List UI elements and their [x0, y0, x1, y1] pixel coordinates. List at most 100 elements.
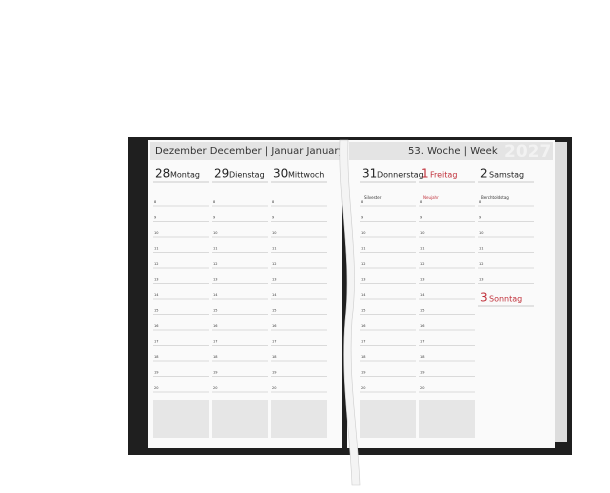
hour-label: 18	[420, 355, 424, 359]
hour-label: 12	[361, 262, 365, 266]
hour-label: 20	[361, 386, 365, 390]
day-name: Samstag	[489, 171, 524, 180]
hour-label: 16	[272, 324, 276, 328]
header-year: 2027	[504, 142, 551, 162]
hour-label: 10	[479, 231, 483, 235]
hour-label: 10	[361, 231, 365, 235]
header-band-right	[349, 142, 553, 160]
hour-label: 15	[272, 309, 276, 313]
hour-label: 18	[272, 355, 276, 359]
hour-label: 17	[361, 340, 365, 344]
page-edges	[555, 142, 567, 442]
header-months: Dezember December | Januar January	[155, 146, 345, 157]
hour-label: 12	[420, 262, 424, 266]
holiday-note: Berchtoldstag	[481, 195, 509, 200]
hour-label: 16	[154, 324, 158, 328]
hour-label: 17	[213, 340, 217, 344]
hour-label: 13	[420, 278, 424, 282]
hour-label: 17	[154, 340, 158, 344]
hour-label: 14	[420, 293, 425, 297]
hour-label: 20	[420, 386, 424, 390]
hour-label: 10	[272, 231, 276, 235]
day-number: 3	[480, 291, 488, 305]
hour-label: 19	[420, 371, 424, 375]
hour-label: 13	[479, 278, 483, 282]
hour-label: 11	[361, 247, 365, 251]
hour-label: 14	[272, 293, 277, 297]
hour-label: 9	[272, 216, 274, 220]
hour-label: 15	[154, 309, 158, 313]
hour-label: 11	[154, 247, 158, 251]
hour-label: 13	[213, 278, 217, 282]
hour-label: 9	[213, 216, 215, 220]
day-number: 2	[480, 167, 488, 181]
notes-box	[360, 400, 416, 438]
notes-box	[153, 400, 209, 438]
hour-label: 16	[213, 324, 217, 328]
hour-label: 20	[272, 386, 276, 390]
day-number: 28	[155, 167, 170, 181]
hour-label: 13	[154, 278, 158, 282]
day-name: Freitag	[430, 171, 457, 180]
hour-label: 16	[420, 324, 424, 328]
hour-label: 12	[154, 262, 158, 266]
hour-label: 20	[213, 386, 217, 390]
hour-label: 18	[213, 355, 217, 359]
hour-label: 20	[154, 386, 158, 390]
day-number: 30	[273, 167, 288, 181]
hour-label: 15	[213, 309, 217, 313]
hour-label: 12	[272, 262, 276, 266]
day-name: Montag	[170, 171, 200, 180]
hour-label: 16	[361, 324, 365, 328]
left-page	[148, 140, 342, 448]
hour-label: 8	[213, 200, 215, 204]
hour-label: 9	[361, 216, 363, 220]
day-number: 31	[362, 167, 377, 181]
hour-label: 12	[479, 262, 483, 266]
hour-label: 14	[154, 293, 159, 297]
hour-label: 19	[272, 371, 276, 375]
hour-label: 8	[420, 200, 422, 204]
bookmark-ribbon	[339, 139, 361, 486]
hour-label: 8	[272, 200, 274, 204]
day-name: Mittwoch	[288, 171, 324, 180]
hour-label: 9	[154, 216, 156, 220]
hour-label: 15	[361, 309, 365, 313]
hour-label: 19	[361, 371, 365, 375]
header-week: 53. Woche | Week	[408, 146, 498, 157]
hour-label: 10	[420, 231, 424, 235]
hour-label: 8	[479, 200, 481, 204]
hour-label: 19	[154, 371, 158, 375]
notes-box	[419, 400, 475, 438]
hour-label: 18	[154, 355, 158, 359]
hour-label: 8	[361, 200, 363, 204]
hour-label: 17	[272, 340, 276, 344]
hour-label: 8	[154, 200, 156, 204]
day-number: 29	[214, 167, 229, 181]
hour-label: 17	[420, 340, 424, 344]
hour-label: 12	[213, 262, 217, 266]
notes-box	[212, 400, 268, 438]
day-name: Sonntag	[489, 295, 522, 304]
hour-label: 11	[213, 247, 217, 251]
holiday-note: Neujahr	[423, 195, 439, 200]
hour-label: 11	[420, 247, 424, 251]
hour-label: 15	[420, 309, 424, 313]
day-name: Donnerstag	[377, 171, 424, 180]
hour-label: 18	[361, 355, 365, 359]
hour-label: 10	[213, 231, 217, 235]
day-number: 1	[421, 167, 429, 181]
hour-label: 11	[479, 247, 483, 251]
notes-box	[271, 400, 327, 438]
hour-label: 14	[213, 293, 218, 297]
hour-label: 11	[272, 247, 276, 251]
hour-label: 19	[213, 371, 217, 375]
right-page	[347, 140, 555, 448]
holiday-note: Silvester	[364, 195, 382, 200]
day-name: Dienstag	[229, 171, 265, 180]
header-band-left	[150, 142, 340, 160]
hour-label: 14	[361, 293, 366, 297]
hour-label: 10	[154, 231, 158, 235]
hour-label: 13	[272, 278, 276, 282]
